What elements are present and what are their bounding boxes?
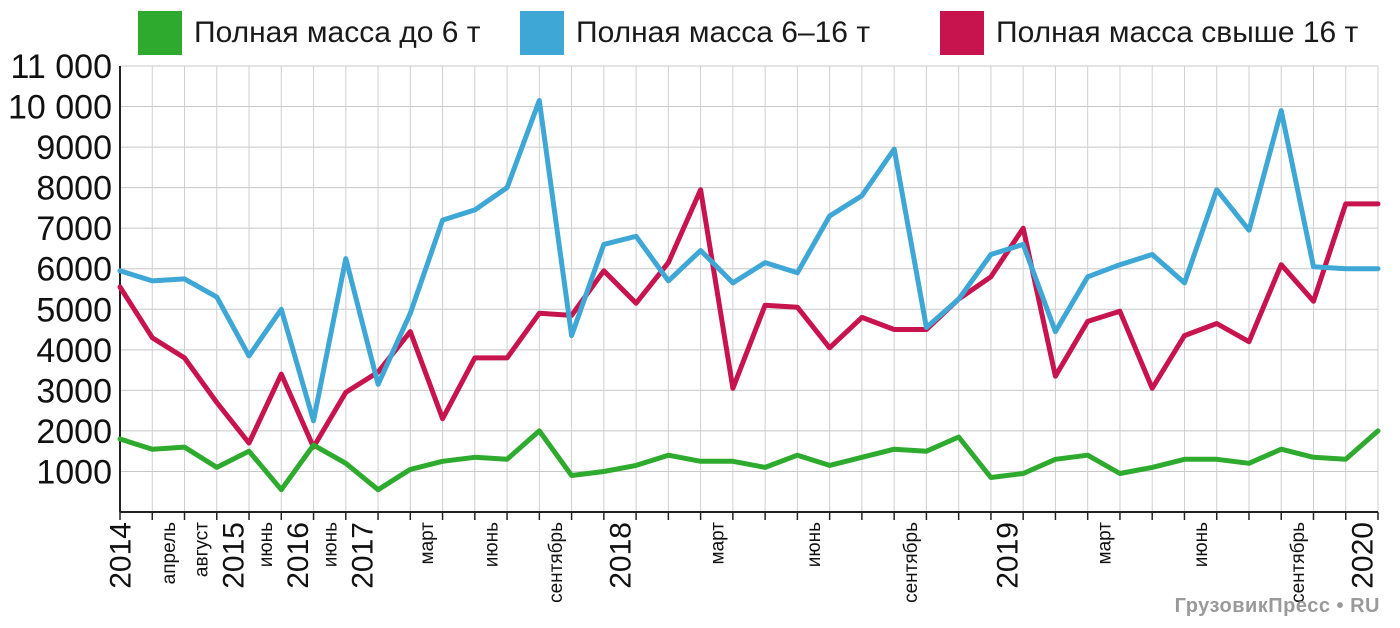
legend-label-light: Полная масса до 6 т xyxy=(194,16,481,49)
x-tick-label: сентябрь xyxy=(546,522,567,603)
legend-label-heavy: Полная масса свыше 16 т xyxy=(996,16,1359,49)
series-line-1 xyxy=(117,98,1381,424)
x-tick-label: март xyxy=(1094,522,1115,565)
x-tick-label: 2014 xyxy=(105,522,138,589)
x-tick-label: 2016 xyxy=(282,522,315,589)
legend-item-heavy: Полная масса свыше 16 т xyxy=(940,10,1358,56)
x-tick-label: апрель xyxy=(159,522,180,584)
x-tick-label: 2015 xyxy=(217,522,250,589)
x-tick-label: 2020 xyxy=(1346,522,1379,589)
watermark: ГрузовикПресс • RU xyxy=(1174,595,1380,617)
x-tick-label: июнь xyxy=(804,522,825,567)
x-tick-label: 2017 xyxy=(346,522,379,589)
x-tick-label: август xyxy=(191,522,212,577)
y-tick-label: 3000 xyxy=(36,372,112,410)
y-tick-label: 8000 xyxy=(36,170,112,208)
chart-legend: Полная масса до 6 т Полная масса 6–16 т … xyxy=(0,10,1400,56)
y-tick-label: 7000 xyxy=(36,210,112,248)
y-tick-label: 9000 xyxy=(36,129,112,167)
legend-swatch-medium xyxy=(520,11,564,55)
x-tick-label: март xyxy=(707,522,728,565)
y-tick-label: 2000 xyxy=(36,413,112,451)
series-line-2 xyxy=(117,187,1381,450)
y-tick-label: 5000 xyxy=(36,291,112,329)
x-tick-label: июнь xyxy=(320,522,341,567)
y-tick-label: 10 000 xyxy=(8,89,112,127)
x-tick-label: март xyxy=(417,522,438,565)
grid-lines xyxy=(119,65,1379,512)
y-tick-label: 6000 xyxy=(36,251,112,289)
series-line-0 xyxy=(117,428,1381,493)
x-tick-label: сентябрь xyxy=(1288,522,1309,603)
x-tick-label: 2019 xyxy=(992,522,1025,589)
series-lines xyxy=(117,98,1381,493)
x-tick-label: июнь xyxy=(482,522,503,567)
legend-swatch-heavy xyxy=(940,11,984,55)
legend-swatch-light xyxy=(138,11,182,55)
y-tick-label: 4000 xyxy=(36,332,112,370)
y-tick-label: 1000 xyxy=(36,453,112,491)
legend-item-light: Полная масса до 6 т xyxy=(138,10,481,56)
legend-label-medium: Полная масса 6–16 т xyxy=(576,16,871,49)
x-tick-label: июнь xyxy=(256,522,277,567)
x-axis-ticks: 2014 апрель август 2015 июнь 2016 июнь 2017 март… xyxy=(105,522,1380,603)
x-tick-label: сентябрь xyxy=(901,522,922,603)
x-tick-label: июнь xyxy=(1191,522,1212,567)
y-tick-label: 11 000 xyxy=(11,48,112,86)
x-tick-label: 2018 xyxy=(604,522,637,589)
legend-item-medium: Полная масса 6–16 т xyxy=(520,10,870,56)
